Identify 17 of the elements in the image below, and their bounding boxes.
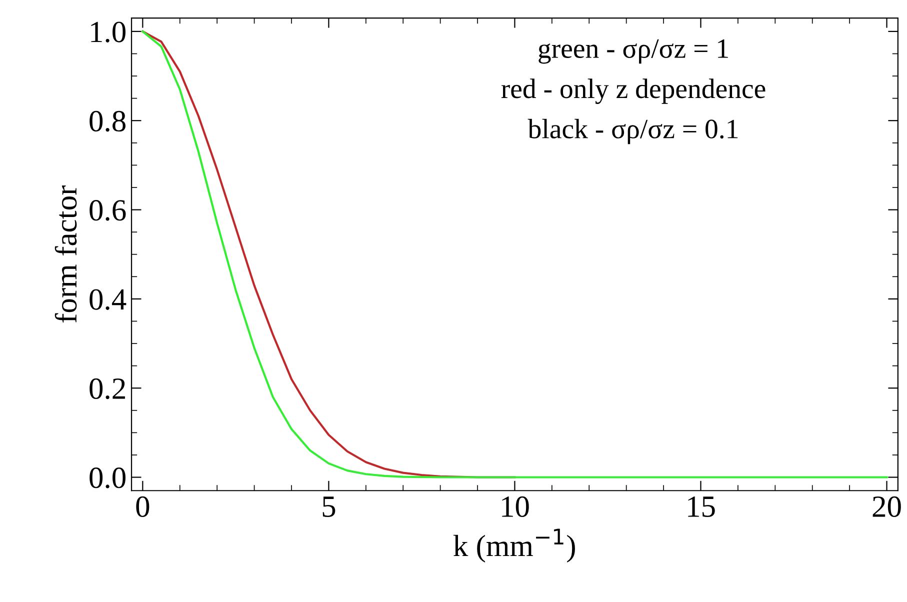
y-tick-label: 1.0 — [91, 22, 126, 42]
y-tick-label: 0.0 — [90, 468, 126, 488]
y-tick-label: 0.4 — [90, 289, 126, 310]
x-tick-label: 20 — [872, 496, 901, 517]
annotation: red - only z dependence — [501, 78, 766, 104]
x-tick-label: 10 — [502, 496, 529, 517]
x-tick-label: 15 — [688, 496, 715, 517]
y-axis-title: form factor — [54, 185, 77, 323]
x-tick-label: 0 — [136, 496, 150, 517]
line-series — [142, 30, 888, 478]
y-tick-label: 0.8 — [90, 110, 126, 132]
annotation: black - σρ/σz = 0.1 — [528, 118, 738, 144]
x-tick-label: 5 — [322, 496, 336, 517]
annotation: green - σρ/σz = 1 — [538, 39, 728, 64]
x-axis-title: k (mm$^{−1}$) — [453, 528, 575, 563]
y-tick-label: 0.2 — [90, 378, 125, 400]
y-tick-label: 0.6 — [90, 200, 126, 221]
